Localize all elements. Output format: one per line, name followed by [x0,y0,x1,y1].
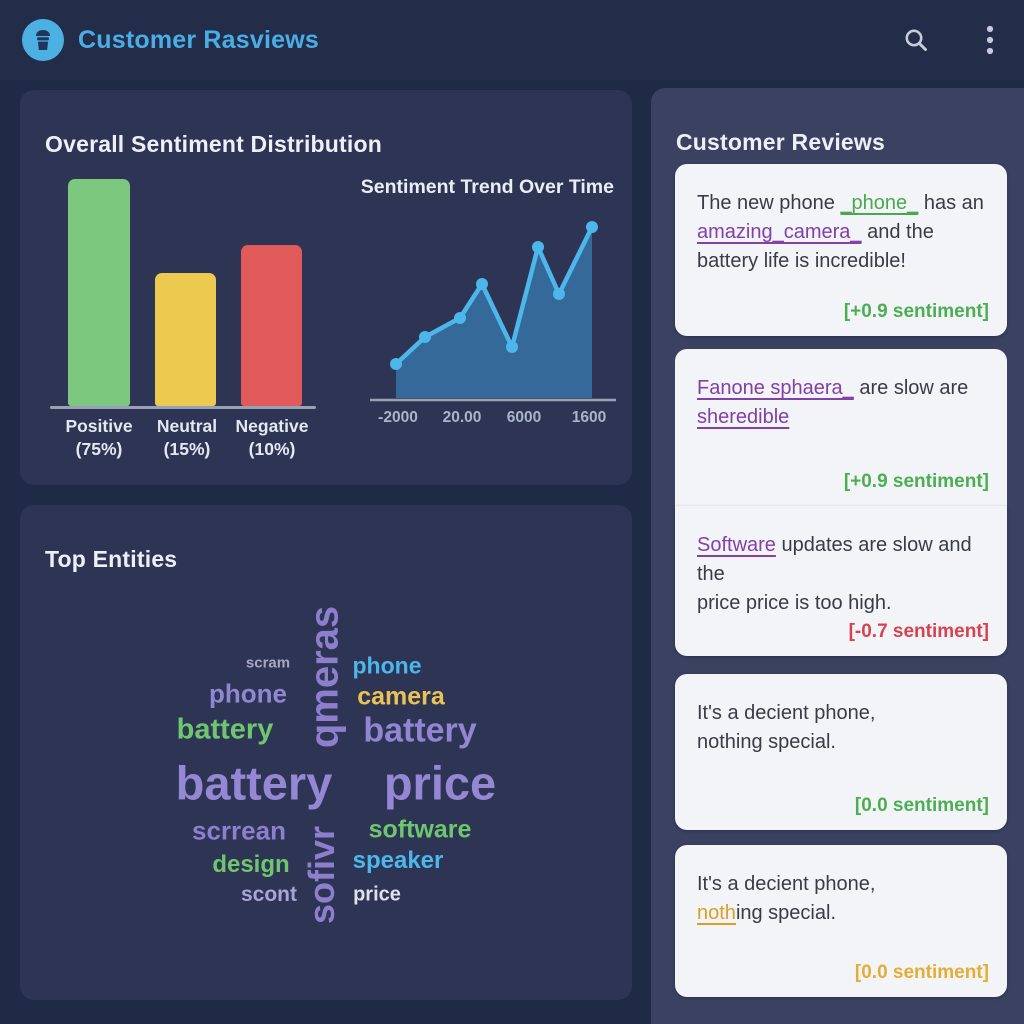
cloud-word-software: software [368,815,472,844]
review-text: Fanone sphaera_ are slow are sheredible [675,349,1007,432]
review-token: nothing special. [697,731,836,753]
sentiment-badge: [0.0 sentiment] [854,795,989,816]
cloud-word-qmeras: qmeras [302,605,347,749]
menu-button[interactable] [970,20,1010,60]
review-text: The new phone _phone_ has an amazing_came… [675,164,1007,276]
review-token: The new phone [697,192,841,214]
review-token: ing special. [735,902,836,924]
review-entity-highlight: sheredible [697,406,790,428]
review-token: price price is too high. [697,592,892,614]
review-entity-highlight: Software [697,534,776,556]
review-token: updates are slow and the [697,534,972,585]
review-text: It's a decient phone, nothing special. [675,674,1007,757]
trend-point-3 [476,278,488,290]
trend-point-7 [586,221,598,233]
review-card-3[interactable]: Software updates are slow and the price p… [675,506,1007,656]
review-entity-highlight: amazing_camera_ [697,221,862,243]
kebab-menu-icon [986,25,994,55]
top-bar: Customer Rasviews [0,0,1024,80]
review-card-2[interactable]: Fanone sphaera_ are slow are sheredible [+… [675,349,1007,507]
cloud-word-phone: phone [352,652,422,679]
cloud-word-price: price [353,883,401,906]
review-token: and the [861,221,934,243]
trend-chart-title: Sentiment Trend Over Time [360,176,614,198]
cloud-word-battery: battery [175,756,333,810]
trend-tick-3: 1600 [572,409,606,426]
cloud-word-phone: phone [209,678,287,709]
cloud-word-camera: camera [357,682,445,711]
trend-point-1 [419,331,431,343]
trend-point-5 [532,241,544,253]
cloud-word-sofivr: sofivr [301,825,342,925]
review-entity-highlight: noth [697,902,736,924]
sentiment-badge: [+0.9 sentiment] [843,471,989,492]
cloud-word-price: price [383,756,497,810]
review-token: has an [918,192,984,214]
review-card-1[interactable]: The new phone _phone_ has an amazing_came… [675,164,1007,336]
cloud-word-battery: battery [176,713,274,746]
trend-line [393,224,595,367]
sentiment-trend-chart: -2000 20.00 6000 1600 [370,221,616,426]
sentiment-panel-title: Overall Sentiment Distribution [45,131,382,158]
bar-label-neutral: Neutral (15%) [156,416,218,459]
trend-point-4 [506,341,518,353]
bar-negative [241,245,302,406]
trend-point-2 [454,312,466,324]
sentiment-panel: Overall Sentiment Distribution Positive(… [20,90,632,485]
bar-chart-axis [50,406,316,409]
bar-label-negative: Negative (10%) [235,416,309,459]
reviews-panel: Customer Reviews The new phone _phone_ h… [651,88,1024,1024]
cloud-word-scrrean: scrrean [192,815,286,846]
cloud-word-scont: scont [240,883,298,906]
robot-icon [36,30,50,50]
trend-point-6 [553,288,565,300]
review-card-5[interactable]: It's a decient phone, nothing special. [0.… [675,845,1007,997]
review-token: It's a decient phone, [697,873,876,895]
app-title: Customer Rasviews [78,25,319,54]
cloud-word-speaker: speaker [352,847,444,874]
sentiment-badge: [0.0 sentiment] [854,962,989,983]
reviews-panel-title: Customer Reviews [676,129,885,156]
review-entity-highlight: _phone_ [840,192,919,214]
cloud-word-battery: battery [363,711,477,750]
app-avatar[interactable] [22,19,64,61]
review-text: Software updates are slow and the price p… [675,506,1007,618]
trend-point-0 [390,358,402,370]
cloud-word-design: design [212,851,290,878]
sentiment-badge: [-0.7 sentiment] [848,621,989,642]
review-token: are slow are [853,377,969,399]
entities-panel-title: Top Entities [45,546,178,573]
trend-tick-1: 20.00 [443,409,482,426]
bar-neutral [155,273,216,406]
review-card-4[interactable]: It's a decient phone, nothing special. [0.… [675,674,1007,830]
search-button[interactable] [896,20,936,60]
review-token: battery life is incredible! [697,250,906,272]
trend-tick-0: -2000 [378,409,418,426]
review-token: It's a decient phone, [697,702,876,724]
bar-positive [68,179,130,406]
entities-panel: Top Entities scram qmeras phone phone camera… [20,505,632,1000]
review-text: It's a decient phone, nothing special. [675,845,1007,928]
review-entity-highlight: Fanone sphaera_ [697,377,854,399]
bar-label-positive: Positive (75%) [65,416,133,459]
cloud-word-scram: scram [245,654,291,672]
search-icon [905,29,927,51]
sentiment-badge: [+0.9 sentiment] [843,301,989,322]
trend-tick-2: 6000 [507,409,541,426]
